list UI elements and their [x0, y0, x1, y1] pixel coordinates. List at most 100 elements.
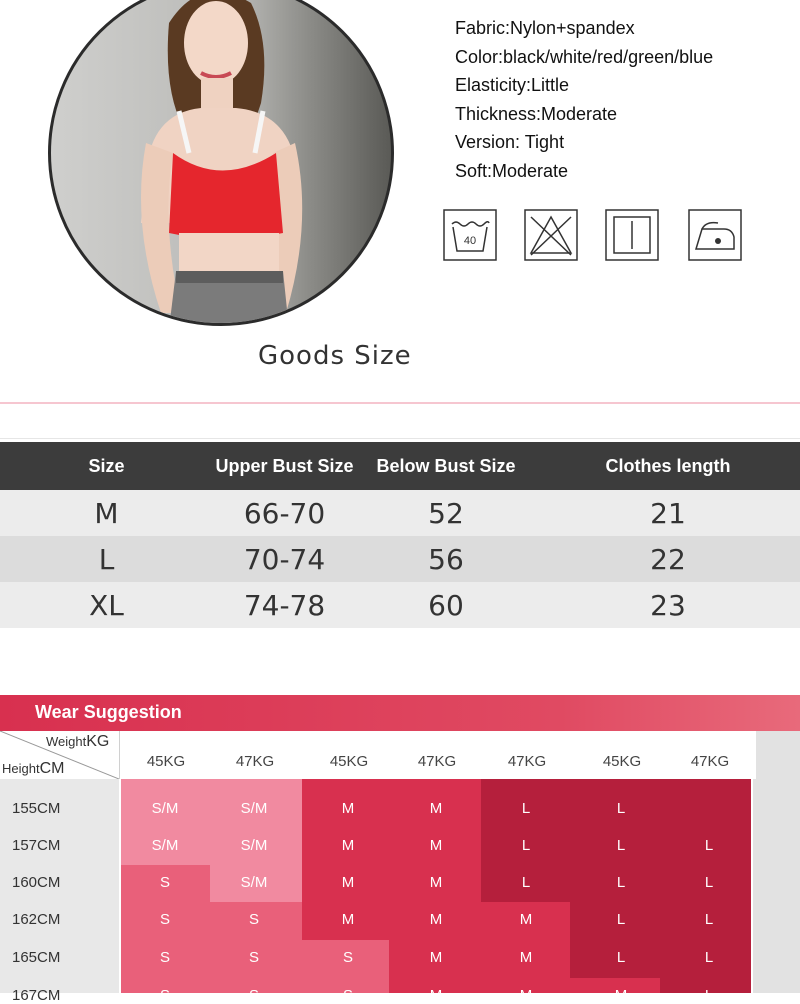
- size-suggestion-cell: [481, 978, 570, 993]
- weight-label: 47KG: [507, 753, 547, 770]
- spec-list: Fabric:Nylon+spandex Color:black/white/r…: [455, 14, 713, 185]
- size-suggestion-label: M: [614, 987, 628, 1004]
- size-suggestion-label: L: [521, 874, 531, 891]
- iron-icon: [688, 209, 742, 261]
- table-row: XL 74-78 60 23: [0, 582, 800, 628]
- size-suggestion-label: S: [159, 874, 170, 891]
- size-suggestion-label: S: [342, 949, 353, 966]
- size-suggestion-cell: [660, 779, 753, 828]
- table-cell: 70-74: [213, 536, 356, 582]
- weight-label: 45KG: [146, 753, 186, 770]
- size-suggestion-cell: [210, 978, 302, 993]
- weight-axis-label: WeightKG: [46, 733, 109, 751]
- size-suggestion-cell: [481, 902, 570, 940]
- do-not-bleach-icon: [524, 209, 578, 261]
- size-suggestion-label: M: [519, 911, 533, 928]
- size-suggestion-label: L: [616, 874, 626, 891]
- corner-header: WeightKG HeightCM: [0, 731, 119, 779]
- size-suggestion-cell: [481, 779, 570, 828]
- wash-temp-label: 40: [464, 235, 476, 247]
- divider: [0, 438, 800, 439]
- height-label: 162CM: [12, 911, 61, 928]
- table-cell: 56: [356, 536, 536, 582]
- table-cell: 21: [536, 490, 800, 536]
- size-suggestion-label: L: [704, 911, 714, 928]
- size-suggestion-label: M: [519, 949, 533, 966]
- weight-header-row: 45KG 47KG 45KG 47KG 47KG 45KG 47KG: [119, 731, 756, 779]
- table-header-row: Size Upper Bust Size Below Bust Size Clo…: [0, 442, 800, 490]
- size-suggestion-cell: [660, 865, 753, 902]
- size-suggestion-cell: [119, 779, 210, 828]
- size-suggestion-cell: [389, 978, 481, 993]
- size-suggestion-cell: [302, 940, 389, 978]
- size-suggestion-label: S: [159, 911, 170, 928]
- size-suggestion-label: S/M: [151, 837, 179, 854]
- spec-fabric: Fabric:Nylon+spandex: [455, 18, 635, 38]
- weight-label: 45KG: [602, 753, 642, 770]
- size-suggestion-cell: [389, 902, 481, 940]
- size-suggestion-label: L: [704, 949, 714, 966]
- size-suggestion-cell: [302, 978, 389, 993]
- weight-label: 47KG: [690, 753, 730, 770]
- spec-color: Color:black/white/red/green/blue: [455, 46, 714, 67]
- product-photo: [48, 0, 394, 326]
- height-unit: CM: [39, 760, 65, 777]
- size-suggestion-label: M: [429, 800, 443, 817]
- size-suggestion-cell: [660, 902, 753, 940]
- spec-version: Version: Tight: [455, 132, 565, 152]
- size-suggestion-cell: [660, 940, 753, 978]
- column-header: Upper Bust Size: [213, 442, 356, 490]
- size-suggestion-label: M: [429, 987, 443, 1004]
- size-suggestion-label: S/M: [240, 837, 268, 854]
- size-suggestion-cell: [119, 865, 210, 902]
- size-suggestion-label: M: [429, 837, 443, 854]
- size-suggestion-cell: [570, 828, 660, 865]
- size-suggestion-cell: [389, 865, 481, 902]
- size-suggestion-cell: [119, 902, 210, 940]
- size-suggestion-cell: [570, 902, 660, 940]
- size-suggestion-cell: [119, 940, 210, 978]
- spec-thickness: Thickness:Moderate: [455, 103, 618, 124]
- size-suggestion-label: M: [519, 987, 533, 1004]
- corner-diagonal: [0, 731, 119, 779]
- size-suggestion-cell: [210, 940, 302, 978]
- size-suggestion-cell: [302, 865, 389, 902]
- column-header: Clothes length: [536, 442, 800, 490]
- size-suggestion-label: L: [616, 800, 626, 817]
- size-suggestion-cell: [302, 828, 389, 865]
- size-suggestion-label: L: [616, 911, 626, 928]
- size-suggestion-cell: [210, 865, 302, 902]
- weight-label: 47KG: [417, 753, 457, 770]
- size-suggestion-cell: [389, 828, 481, 865]
- size-suggestion-cell: [210, 779, 302, 828]
- size-suggestion-cell: [210, 828, 302, 865]
- size-suggestion-cell: [389, 940, 481, 978]
- column-header: Below Bust Size: [356, 442, 536, 490]
- size-suggestion-cell: [660, 978, 753, 993]
- size-suggestion-cell: [481, 865, 570, 902]
- size-suggestion-label: S: [248, 987, 259, 1004]
- size-suggestion-cell: [481, 828, 570, 865]
- table-cell: 66-70: [213, 490, 356, 536]
- size-suggestion-label: S: [248, 911, 259, 928]
- size-suggestion-cell: [570, 940, 660, 978]
- size-suggestion-label: M: [341, 911, 355, 928]
- table-cell: XL: [0, 582, 213, 628]
- size-suggestion-cell: [302, 902, 389, 940]
- height-word: Height: [2, 761, 40, 776]
- spec-soft: Soft:Moderate: [455, 160, 569, 181]
- size-suggestion-label: L: [616, 837, 626, 854]
- wear-suggestion-header: Wear Suggestion: [0, 695, 800, 731]
- column-header: Size: [0, 442, 213, 490]
- size-suggestion-label: S/M: [240, 874, 268, 891]
- table-cell: 52: [356, 490, 536, 536]
- height-column: 155CM 157CM 160CM 162CM 165CM 167CM: [0, 779, 119, 1004]
- size-suggestion-label: S: [342, 987, 353, 1004]
- wash-40-icon: 40: [443, 209, 497, 261]
- size-suggestion-label: L: [704, 874, 714, 891]
- size-suggestion-label: M: [429, 949, 443, 966]
- table-cell: 22: [536, 536, 800, 582]
- size-suggestion-label: S: [159, 949, 170, 966]
- table-cell: M: [0, 490, 213, 536]
- height-label: 160CM: [12, 874, 61, 891]
